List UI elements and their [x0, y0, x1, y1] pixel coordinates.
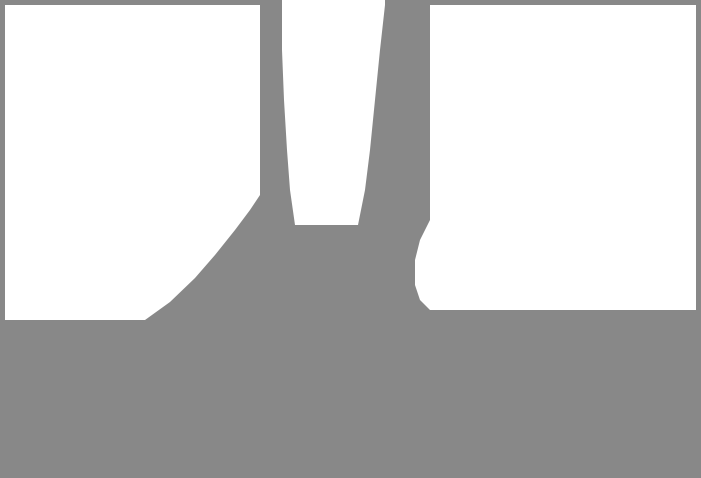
- Polygon shape: [282, 0, 385, 225]
- Polygon shape: [415, 5, 696, 310]
- Polygon shape: [5, 5, 260, 320]
